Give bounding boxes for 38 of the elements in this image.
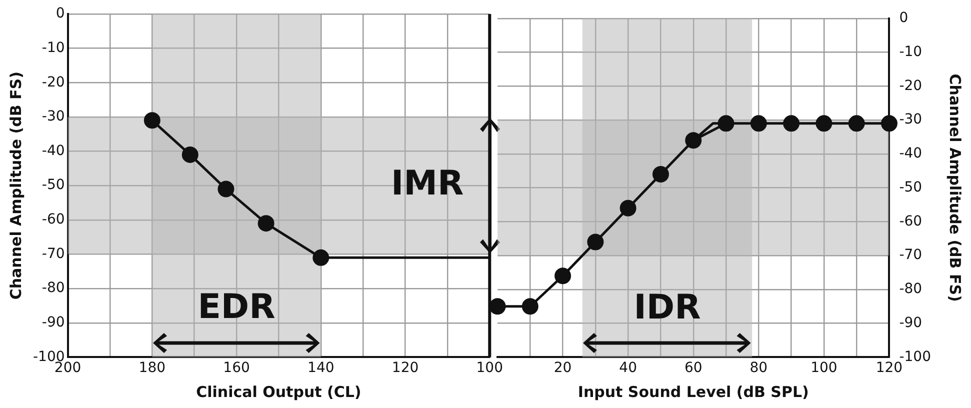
band-label: EDR <box>198 286 276 327</box>
band-label: IMR <box>390 163 464 204</box>
y-tick-label: -90 <box>42 314 65 331</box>
y2-tick-label: -60 <box>899 213 922 230</box>
y2-axis-title: Channel Amplitude (dB FS) <box>946 74 964 302</box>
y-tick-label: -60 <box>42 212 65 228</box>
x-axis-title: Clinical Output (CL) <box>196 382 362 401</box>
x-tick-label: 80 <box>750 360 768 376</box>
x-tick-label: 40 <box>619 360 637 376</box>
y2-tick-label: -40 <box>899 146 922 162</box>
band-label: IDR <box>634 288 701 328</box>
y-tick-label: -70 <box>42 246 65 262</box>
y2-tick-label: -70 <box>899 247 922 264</box>
y-tick-label: -80 <box>42 280 65 296</box>
x-tick-label: 120 <box>392 360 419 376</box>
y-tick-label: 0 <box>56 6 65 22</box>
x-tick-label: 140 <box>308 360 334 376</box>
y-tick-label: -10 <box>42 40 65 56</box>
y-axis-title: Channel Amplitude (dB FS) <box>6 72 25 300</box>
x-tick-label: 180 <box>138 360 166 376</box>
x-tick-label: 100 <box>476 360 504 376</box>
y2-tick-label: 0 <box>899 10 908 26</box>
y2-tick-label: -10 <box>899 44 922 60</box>
y-tick-label: -20 <box>42 74 65 90</box>
x-tick-label: 120 <box>876 360 903 376</box>
y-tick-label: -30 <box>42 108 65 125</box>
y-tick-label: -40 <box>42 142 65 159</box>
x-axis-title: Input Sound Level (dB SPL) <box>578 382 809 401</box>
y2-tick-label: -20 <box>899 78 922 94</box>
x-tick-label: 160 <box>223 360 250 376</box>
x-tick-label: 100 <box>810 360 838 376</box>
y2-tick-label: -90 <box>899 314 922 331</box>
x-tick-label: 20 <box>554 360 572 376</box>
y2-tick-label: -30 <box>899 112 922 128</box>
y2-tick-label: -80 <box>899 281 922 298</box>
y-tick-label: -50 <box>42 177 65 194</box>
y2-tick-label: -50 <box>899 179 922 196</box>
x-tick-label: 60 <box>684 360 702 376</box>
